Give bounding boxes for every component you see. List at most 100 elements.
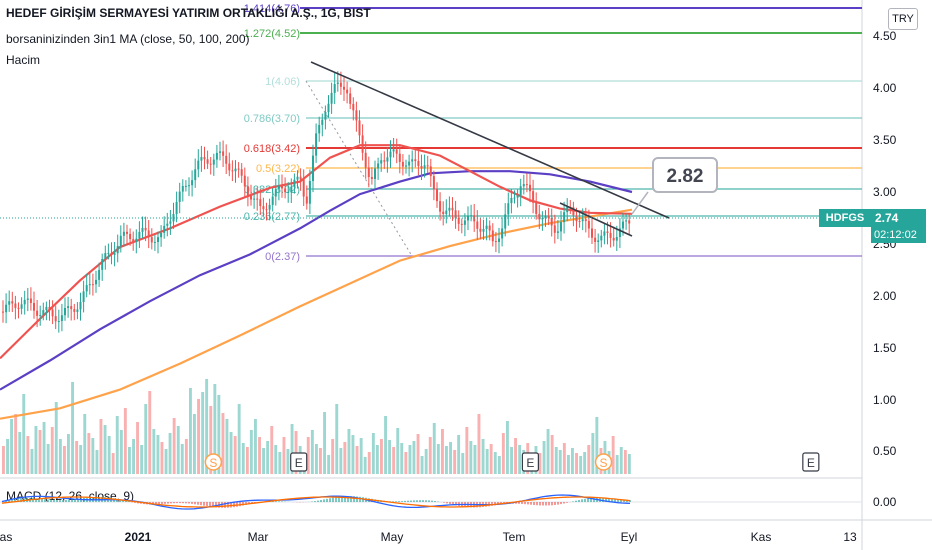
volume-bar bbox=[164, 449, 168, 474]
macd-histogram-bar bbox=[47, 499, 49, 502]
volume-bar bbox=[396, 428, 400, 474]
macd-histogram-bar bbox=[353, 496, 355, 502]
candle-body bbox=[414, 159, 417, 161]
volume-bar bbox=[388, 440, 391, 474]
candle-body bbox=[609, 233, 612, 238]
volume-bar bbox=[497, 456, 501, 474]
volume-bar bbox=[562, 443, 566, 474]
macd-histogram-bar bbox=[320, 500, 322, 502]
candle-body bbox=[172, 214, 175, 222]
candle-body bbox=[8, 301, 11, 305]
volume-bar bbox=[493, 452, 497, 474]
candle-body bbox=[265, 209, 268, 211]
currency-button[interactable]: TRY bbox=[888, 8, 918, 30]
chart-title: HEDEF GİRİŞİM SERMAYESİ YATIRIM ORTAKLIĞ… bbox=[6, 6, 371, 20]
candle-body bbox=[11, 301, 14, 304]
candle-body bbox=[439, 201, 442, 212]
candle-body bbox=[234, 168, 237, 172]
candle-body bbox=[42, 310, 45, 316]
volume-bar bbox=[10, 419, 13, 474]
volume-bar bbox=[392, 447, 396, 474]
candle-body bbox=[594, 237, 597, 242]
volume-bar bbox=[63, 446, 66, 474]
volume-bar bbox=[286, 449, 290, 474]
volume-bar bbox=[583, 452, 587, 474]
x-tick-label: 13 bbox=[843, 530, 857, 544]
volume-label[interactable]: Hacim bbox=[6, 53, 41, 67]
macd-histogram-bar bbox=[551, 502, 553, 506]
volume-bar bbox=[319, 448, 322, 474]
candle-body bbox=[432, 176, 435, 190]
candle-body bbox=[547, 215, 550, 218]
volume-bar bbox=[611, 436, 615, 474]
macd-histogram-bar bbox=[419, 500, 421, 502]
candle-body bbox=[436, 189, 438, 202]
candle-body bbox=[138, 231, 141, 239]
macd-histogram-bar bbox=[356, 496, 358, 502]
candle-body bbox=[516, 194, 519, 198]
macd-histogram-bar bbox=[179, 502, 181, 504]
macd-histogram-bar bbox=[326, 498, 328, 502]
candle-body bbox=[581, 219, 584, 222]
candle-body bbox=[560, 222, 562, 232]
volume-bar bbox=[6, 439, 9, 474]
candle-body bbox=[144, 227, 147, 231]
macd-histogram-bar bbox=[230, 502, 232, 508]
drawings bbox=[0, 61, 862, 237]
volume-bar bbox=[67, 434, 70, 474]
volume-bar bbox=[245, 447, 249, 474]
candle-body bbox=[51, 309, 54, 317]
candle-body bbox=[60, 315, 63, 321]
macd-histogram-bar bbox=[572, 501, 574, 502]
macd-histogram-bar bbox=[524, 502, 526, 505]
candle-body bbox=[460, 223, 463, 225]
volume-bar bbox=[278, 452, 282, 474]
macd-histogram-bar bbox=[515, 502, 517, 504]
candle-body bbox=[494, 241, 497, 243]
macd-histogram-bar bbox=[428, 500, 430, 502]
macd-histogram-bar bbox=[518, 502, 520, 504]
candle-body bbox=[98, 269, 101, 280]
indicator-label[interactable]: borsaninizinden 3in1 MA (close, 50, 100,… bbox=[6, 32, 250, 46]
macd-histogram-bar bbox=[341, 496, 343, 502]
volume-bar bbox=[412, 441, 416, 474]
macd-histogram-bar bbox=[554, 502, 556, 505]
candle-body bbox=[367, 167, 370, 177]
volume-bar bbox=[217, 395, 221, 474]
macd-histogram-bar bbox=[74, 499, 76, 502]
volume-bar bbox=[615, 455, 619, 474]
candle-body bbox=[339, 82, 342, 87]
volume-bar bbox=[42, 422, 46, 474]
candle-body bbox=[122, 231, 125, 236]
volume-bar bbox=[595, 417, 599, 474]
candle-body bbox=[451, 207, 454, 211]
candle-body bbox=[398, 153, 401, 162]
volume-bar bbox=[46, 444, 50, 474]
macd-histogram-bar bbox=[11, 499, 13, 502]
candle-body bbox=[206, 159, 209, 164]
macd-histogram-bar bbox=[359, 496, 361, 502]
macd-histogram-bar bbox=[431, 500, 433, 502]
fib-label: 0(2.37) bbox=[265, 251, 300, 263]
candle-body bbox=[157, 237, 159, 242]
macd-histogram-bar bbox=[395, 501, 397, 502]
volume-bar bbox=[538, 453, 542, 474]
fib-label: 0.786(3.70) bbox=[244, 113, 300, 125]
volume-bar bbox=[343, 442, 347, 474]
earnings-marker bbox=[290, 452, 308, 472]
macd-histogram-bar bbox=[593, 497, 595, 502]
candle-body bbox=[228, 163, 231, 171]
candle-body bbox=[194, 169, 197, 181]
price-note-callout[interactable]: 2.82 bbox=[652, 157, 718, 193]
candle-body bbox=[308, 181, 311, 204]
volume-bar bbox=[315, 444, 318, 474]
y-tick-label: 4.00 bbox=[873, 81, 897, 95]
candle-body bbox=[116, 245, 119, 254]
candle-body bbox=[482, 229, 485, 232]
volume-bar bbox=[282, 437, 286, 474]
ma50-line bbox=[0, 144, 633, 360]
candle-body bbox=[587, 220, 590, 229]
fib-anchor-line bbox=[305, 80, 413, 257]
macd-histogram-bar bbox=[335, 497, 337, 502]
